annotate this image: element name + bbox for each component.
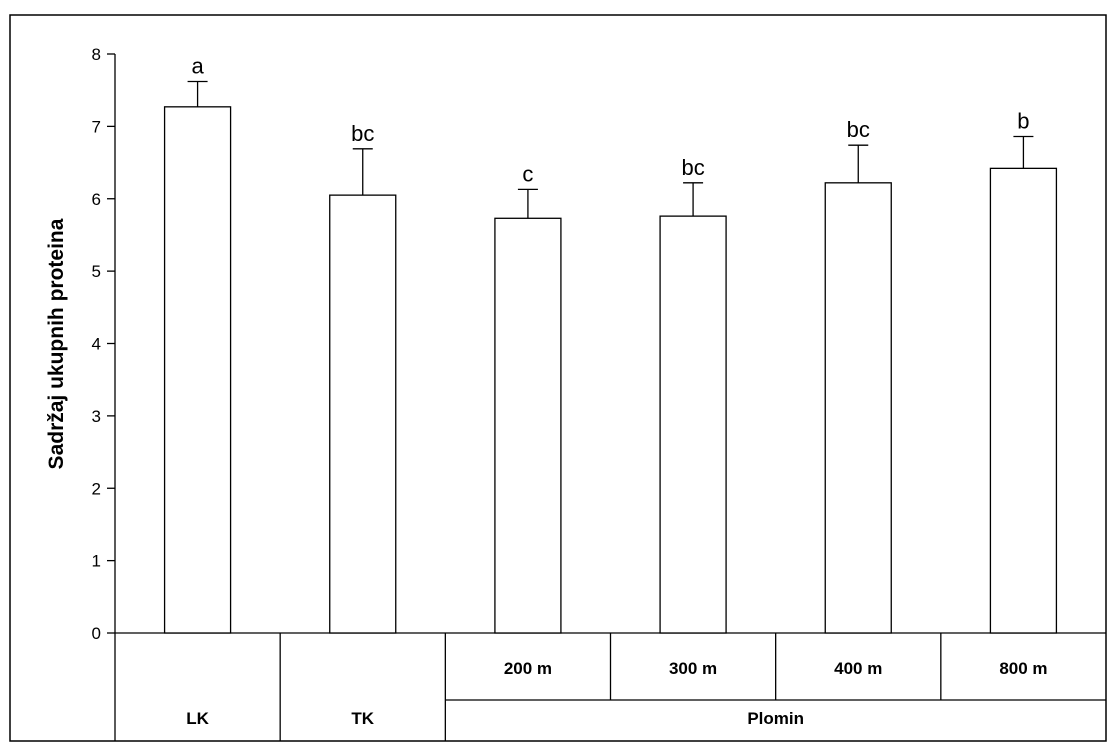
bars-group bbox=[163, 80, 1058, 634]
significance-label-1: bc bbox=[351, 121, 374, 146]
bar-2 bbox=[494, 217, 562, 634]
y-tick-label: 5 bbox=[92, 262, 101, 281]
y-tick-label: 6 bbox=[92, 190, 101, 209]
significance-label-3: bc bbox=[681, 155, 704, 180]
bar-0 bbox=[163, 106, 232, 634]
y-tick-label: 8 bbox=[92, 45, 101, 64]
category-label-3: 300 m bbox=[669, 659, 717, 678]
significance-label-0: a bbox=[191, 54, 204, 79]
bar-3 bbox=[659, 215, 727, 634]
bar-5 bbox=[989, 167, 1058, 634]
significance-label-4: bc bbox=[847, 117, 870, 142]
y-tick-label: 7 bbox=[92, 117, 101, 136]
axes-group: 0 1 2 3 4 5 6 7 8 bbox=[92, 45, 1106, 741]
significance-label-2: c bbox=[522, 161, 533, 186]
category-label-4: 400 m bbox=[834, 659, 882, 678]
group-label-2: Plomin bbox=[747, 709, 804, 728]
y-tick-label: 4 bbox=[92, 335, 101, 354]
bar-1 bbox=[329, 194, 397, 634]
y-tick-label: 1 bbox=[92, 552, 101, 571]
significance-label-5: b bbox=[1017, 109, 1029, 134]
category-label-2: 200 m bbox=[504, 659, 552, 678]
labels-group: a bc c bc bc b 200 m 300 m 400 m 800 m LK TK Plomin bbox=[186, 54, 1047, 728]
y-axis-label: Sadržaj ukupnih proteina bbox=[45, 218, 68, 469]
group-label-1: TK bbox=[351, 709, 374, 728]
y-tick-label: 3 bbox=[92, 407, 101, 426]
bar-4 bbox=[824, 182, 892, 634]
group-label-0: LK bbox=[186, 709, 209, 728]
y-tick-label: 2 bbox=[92, 479, 101, 498]
y-tick-label: 0 bbox=[92, 624, 101, 643]
category-label-5: 800 m bbox=[999, 659, 1047, 678]
